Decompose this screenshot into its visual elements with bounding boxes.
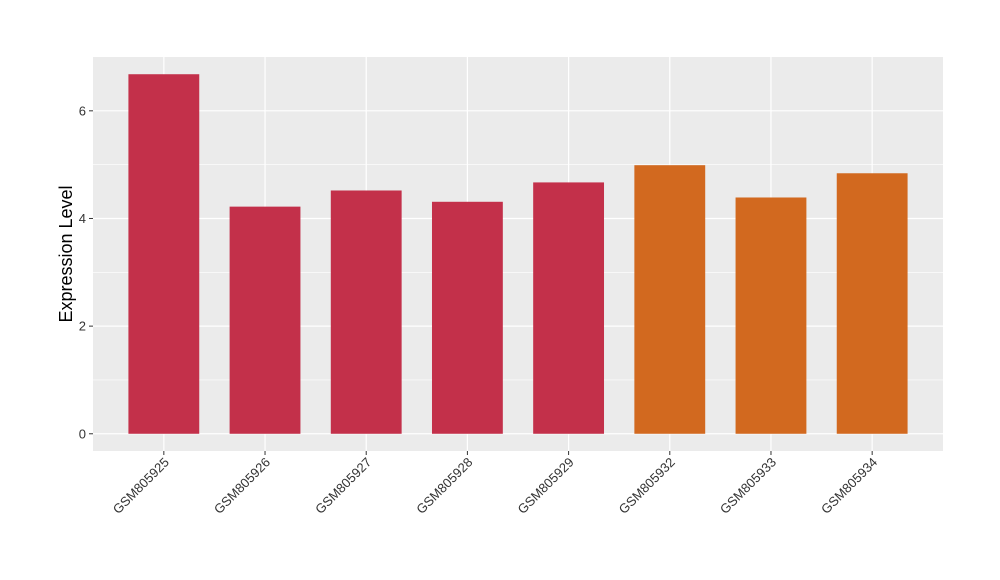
x-tick-label: GSM805926 <box>211 455 273 517</box>
y-tick-label: 4 <box>79 211 86 226</box>
x-tick-label: GSM805934 <box>818 455 880 517</box>
y-axis-title: Expression Level <box>56 185 76 322</box>
bar-GSM805933 <box>735 197 807 434</box>
bar-GSM805928 <box>431 201 503 434</box>
bars <box>128 74 908 434</box>
bar-GSM805926 <box>229 206 301 434</box>
x-tick-label: GSM805925 <box>110 455 172 517</box>
y-axis: 0 2 4 6 <box>79 103 93 441</box>
bar-GSM805932 <box>634 165 706 434</box>
bar-GSM805934 <box>836 173 908 434</box>
x-tick-label: GSM805928 <box>413 455 475 517</box>
x-tick-label: GSM805927 <box>312 455 374 517</box>
x-tick-label: GSM805929 <box>514 455 576 517</box>
x-tick-label: GSM805932 <box>616 455 678 517</box>
x-axis: GSM805925 GSM805926 GSM805927 GSM805928 GSM8… <box>110 451 880 517</box>
y-tick-label: 2 <box>79 319 86 334</box>
plot-panel <box>93 57 943 451</box>
x-tick-label: GSM805933 <box>717 455 779 517</box>
bar-GSM805925 <box>128 74 200 434</box>
bar-GSM805929 <box>533 182 605 434</box>
y-tick-label: 0 <box>79 426 86 441</box>
bar-GSM805927 <box>330 190 402 434</box>
y-tick-label: 6 <box>79 103 86 118</box>
